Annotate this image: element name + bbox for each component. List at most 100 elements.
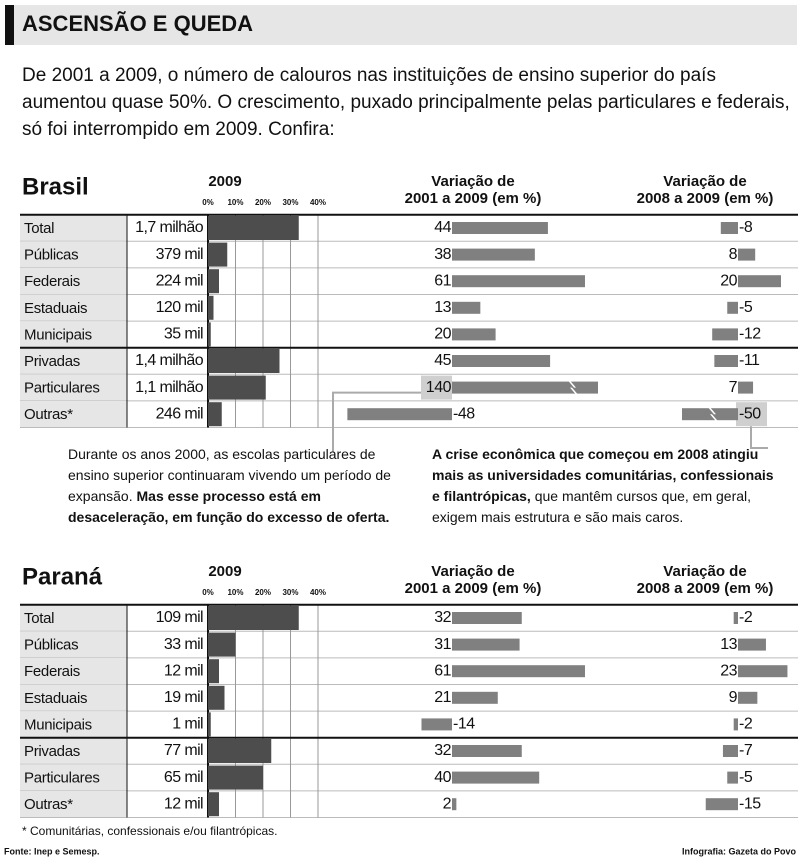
change-label: 8 (729, 246, 738, 263)
change-bar (738, 248, 756, 261)
annotation: Durante os anos 2000, as escolas particu… (68, 444, 413, 528)
row-label-cell (20, 604, 127, 632)
change-label: -15 (739, 795, 761, 812)
row-total: 35 mil (164, 326, 203, 343)
change-bar (738, 638, 766, 651)
change-bar (738, 665, 788, 678)
row-total: 12 mil (164, 795, 203, 812)
change-label: 2 (443, 795, 452, 812)
share-bar (208, 322, 211, 347)
share-bar (208, 792, 219, 817)
share-bar (208, 295, 214, 320)
change-label: 61 (434, 272, 451, 289)
row-label-cell (20, 764, 127, 791)
row-label-cell (20, 294, 127, 322)
change-label: 140 (426, 379, 452, 396)
x-tick-label: 30% (282, 588, 298, 597)
change-label: -8 (739, 219, 753, 236)
row-total: 19 mil (164, 689, 203, 706)
row-total: 33 mil (164, 636, 203, 653)
share-bar (208, 349, 280, 373)
panel-title: Paraná (22, 563, 103, 590)
x-tick-label: 0% (202, 588, 214, 597)
change-bar (452, 355, 551, 367)
row-total: 12 mil (164, 662, 203, 679)
row-total: 1,4 milhão (135, 352, 204, 369)
row-label: Outras* (24, 406, 73, 423)
row-label: Públicas (24, 247, 78, 264)
share-bar (208, 632, 236, 657)
change-bar (452, 612, 522, 624)
row-label: Estaduais (24, 690, 87, 707)
change-label: -14 (453, 716, 475, 733)
row-label-cell (20, 321, 127, 348)
change-bar (452, 248, 535, 261)
change-label: 9 (729, 689, 738, 706)
connector (750, 426, 768, 449)
title-stripe (5, 5, 14, 45)
column-title: 2001 a 2009 (em %) (405, 580, 542, 597)
column-title: 2009 (208, 173, 241, 190)
change-bar (452, 745, 522, 757)
panel-title: Brasil (22, 173, 89, 200)
column-title: Variação de (663, 563, 746, 580)
x-tick-label: 0% (202, 198, 214, 207)
row-total: 379 mil (156, 246, 203, 263)
change-bar (727, 771, 738, 784)
change-label: 20 (720, 272, 737, 289)
share-bar (208, 739, 272, 763)
change-bar (733, 612, 738, 624)
x-tick-label: 10% (227, 198, 243, 207)
change-label: -11 (739, 352, 760, 369)
change-bar (347, 408, 452, 421)
connector (332, 391, 421, 452)
highlight (421, 375, 452, 400)
row-label-cell (20, 790, 127, 818)
row-label-cell (20, 711, 127, 738)
change-bar (452, 665, 585, 678)
row-total: 1,7 milhão (135, 219, 204, 236)
row-label: Federais (24, 273, 80, 290)
title-band (5, 5, 797, 45)
change-bar (722, 745, 738, 757)
source: Fonte: Inep e Semesp. (4, 846, 100, 856)
x-tick-label: 20% (255, 198, 271, 207)
row-label-cell (20, 241, 127, 268)
share-bar (208, 242, 228, 267)
change-bar (452, 691, 498, 704)
annotation-text: A crise econômica que começou em 2008 at… (432, 446, 774, 504)
change-label: 21 (434, 689, 451, 706)
change-label: 23 (720, 662, 737, 679)
annotation-text: Durante os anos 2000, as escolas particu… (68, 446, 391, 504)
row-label: Municipais (24, 716, 92, 733)
column-title: 2009 (208, 563, 241, 580)
change-bar (705, 798, 738, 811)
share-bar (208, 375, 266, 400)
annotation-text: Mas esse processo está em desaceleração,… (68, 488, 390, 525)
change-bar (738, 691, 758, 704)
change-label: -5 (739, 769, 753, 786)
share-bar (208, 765, 263, 790)
change-label: 44 (434, 219, 451, 236)
row-total: 246 mil (156, 405, 203, 422)
column-title: 2001 a 2009 (em %) (405, 190, 542, 207)
row-total: 120 mil (156, 299, 203, 316)
row-label: Outras* (24, 796, 73, 813)
column-title: 2008 a 2009 (em %) (637, 190, 774, 207)
change-label: -48 (453, 405, 475, 422)
change-label: -2 (739, 609, 753, 626)
change-label: 32 (434, 742, 451, 759)
change-label: -7 (739, 742, 753, 759)
change-label: 40 (434, 769, 451, 786)
share-bar (208, 216, 299, 240)
change-bar (712, 328, 738, 341)
row-total: 77 mil (164, 742, 203, 759)
change-bar (738, 381, 754, 394)
share-bar (208, 606, 299, 630)
row-label-cell (20, 400, 127, 428)
change-label: 38 (434, 246, 451, 263)
share-bar (208, 269, 219, 294)
row-label-cell (20, 657, 127, 685)
